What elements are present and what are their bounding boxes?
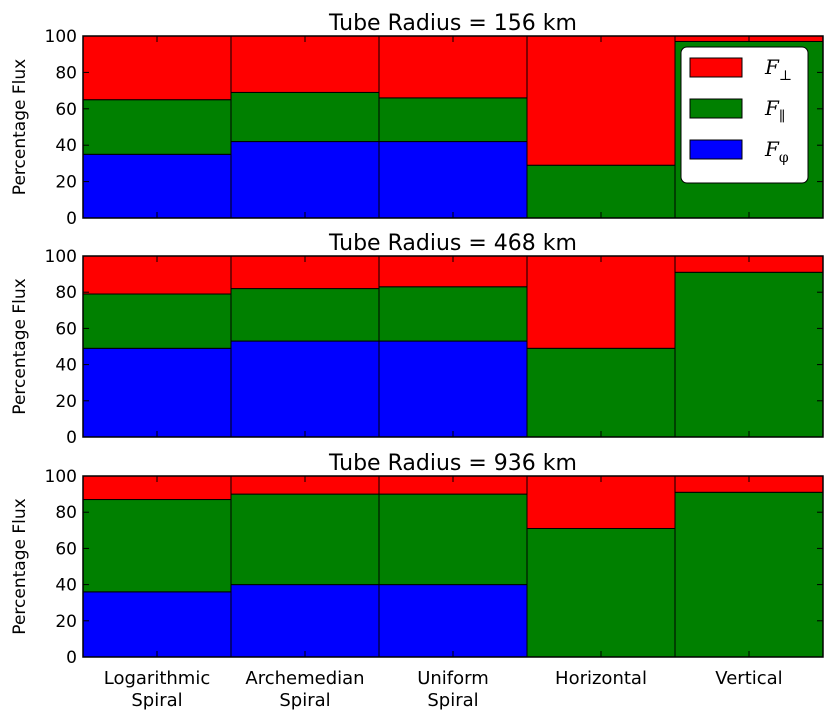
bar-segment — [526, 527, 676, 658]
y-tick-label: 80 — [55, 63, 77, 83]
y-tick-label: 80 — [55, 503, 77, 523]
y-axis-label: Percentage Flux — [10, 59, 30, 195]
bar-segment — [230, 35, 380, 93]
y-tick-label: 0 — [66, 209, 77, 229]
bar-segment — [82, 499, 232, 593]
x-category-label: Spiral — [279, 690, 330, 711]
bar-segment — [230, 288, 380, 342]
panel-title: Tube Radius = 156 km — [328, 11, 577, 36]
x-category-label: Logarithmic — [104, 668, 210, 689]
bar-segment — [230, 493, 380, 586]
bar-segment — [230, 91, 380, 143]
legend-swatch — [689, 57, 743, 78]
bar-segment — [674, 491, 824, 658]
bar-segment — [526, 164, 676, 219]
bar-segment — [82, 153, 232, 219]
bar-segment — [230, 584, 380, 658]
bar-segment — [526, 255, 676, 349]
bar-segment — [378, 584, 528, 658]
panel-3: 0 20 40 60 80 100 Tube Radius = 936 km Percenta… — [10, 451, 824, 668]
bar-segment — [82, 591, 232, 658]
y-tick-label: 60 — [55, 319, 77, 339]
y-tick-label: 100 — [45, 27, 77, 47]
y-tick-label: 40 — [55, 356, 77, 376]
x-category-label: Spiral — [131, 690, 182, 711]
panel-1: 0 20 40 60 80 100 Tube Radius = 156 km Percenta… — [10, 11, 824, 229]
bar-segment — [378, 35, 528, 99]
bar-segment — [82, 347, 232, 438]
y-axis-label: Percentage Flux — [10, 278, 30, 414]
legend-label: Fφ — [764, 137, 789, 166]
bar-segment — [378, 340, 528, 438]
bar-segment — [82, 293, 232, 349]
bar-segment — [674, 271, 824, 438]
panel-2: 0 20 40 60 80 100 Tube Radius = 468 km Percenta… — [10, 231, 824, 448]
y-tick-label: 0 — [66, 428, 77, 448]
y-tick-label: 20 — [55, 392, 77, 412]
legend-swatch — [689, 98, 743, 119]
y-tick-label: 100 — [45, 247, 77, 267]
legend-swatch — [689, 139, 743, 160]
y-axis-label: Percentage Flux — [10, 498, 30, 634]
bar-segment — [230, 340, 380, 438]
x-category-label: Horizontal — [555, 668, 647, 689]
y-tick-label: 0 — [66, 648, 77, 668]
y-tick-label: 100 — [45, 467, 77, 487]
bar-segment — [378, 141, 528, 219]
bar-segment — [378, 493, 528, 586]
bar-segment — [378, 97, 528, 143]
x-category-label: Uniform — [417, 668, 489, 689]
x-category-label: Archemedian — [245, 668, 364, 689]
panel-title: Tube Radius = 468 km — [328, 231, 577, 256]
x-category-label: Vertical — [715, 668, 782, 689]
x-category-label: Spiral — [427, 690, 478, 711]
y-tick-label: 20 — [55, 173, 77, 193]
y-tick-label: 60 — [55, 539, 77, 559]
bar-segment — [378, 286, 528, 342]
y-tick-label: 40 — [55, 576, 77, 596]
legend-label: F⊥ — [764, 55, 792, 84]
bar-segment — [82, 99, 232, 155]
bar-segment — [82, 35, 232, 101]
legend-label: F∥ — [764, 96, 785, 125]
legend: F⊥ F∥ Fφ — [680, 46, 809, 184]
bar-segment — [526, 35, 676, 166]
panel-title: Tube Radius = 936 km — [328, 451, 577, 476]
bar-segment — [526, 475, 676, 529]
y-tick-label: 80 — [55, 283, 77, 303]
y-tick-label: 20 — [55, 612, 77, 632]
y-tick-label: 40 — [55, 136, 77, 156]
bar-segment — [526, 347, 676, 438]
y-tick-label: 60 — [55, 100, 77, 120]
bar-segment — [230, 141, 380, 219]
